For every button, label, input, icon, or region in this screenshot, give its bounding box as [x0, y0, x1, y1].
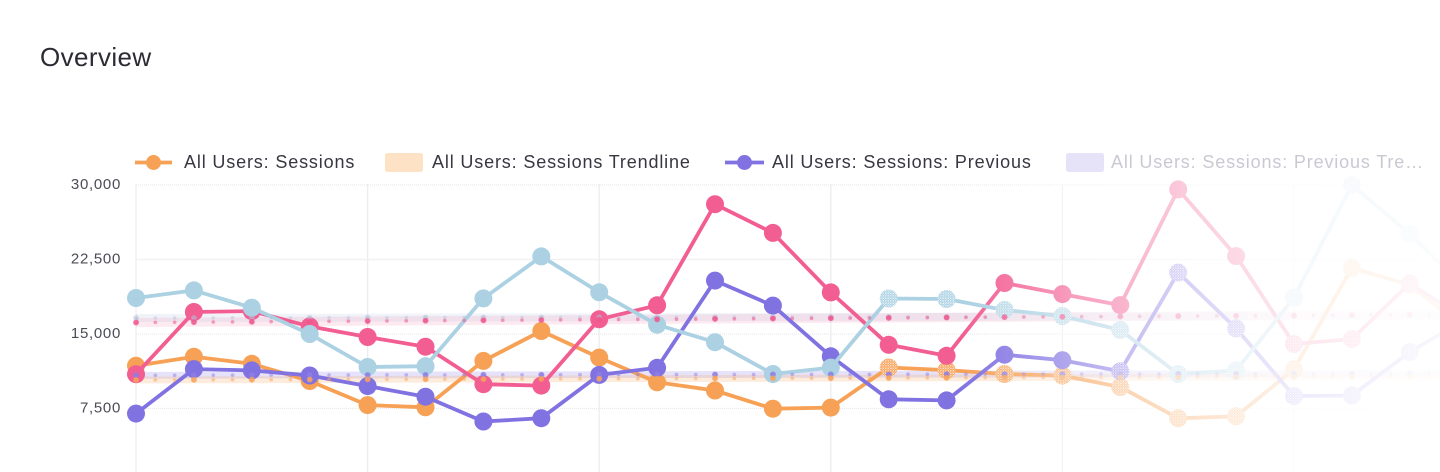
svg-text:22,500: 22,500 [71, 250, 121, 267]
svg-text:30,000: 30,000 [71, 176, 121, 193]
svg-text:15,000: 15,000 [71, 325, 121, 342]
svg-text:7,500: 7,500 [80, 399, 121, 416]
